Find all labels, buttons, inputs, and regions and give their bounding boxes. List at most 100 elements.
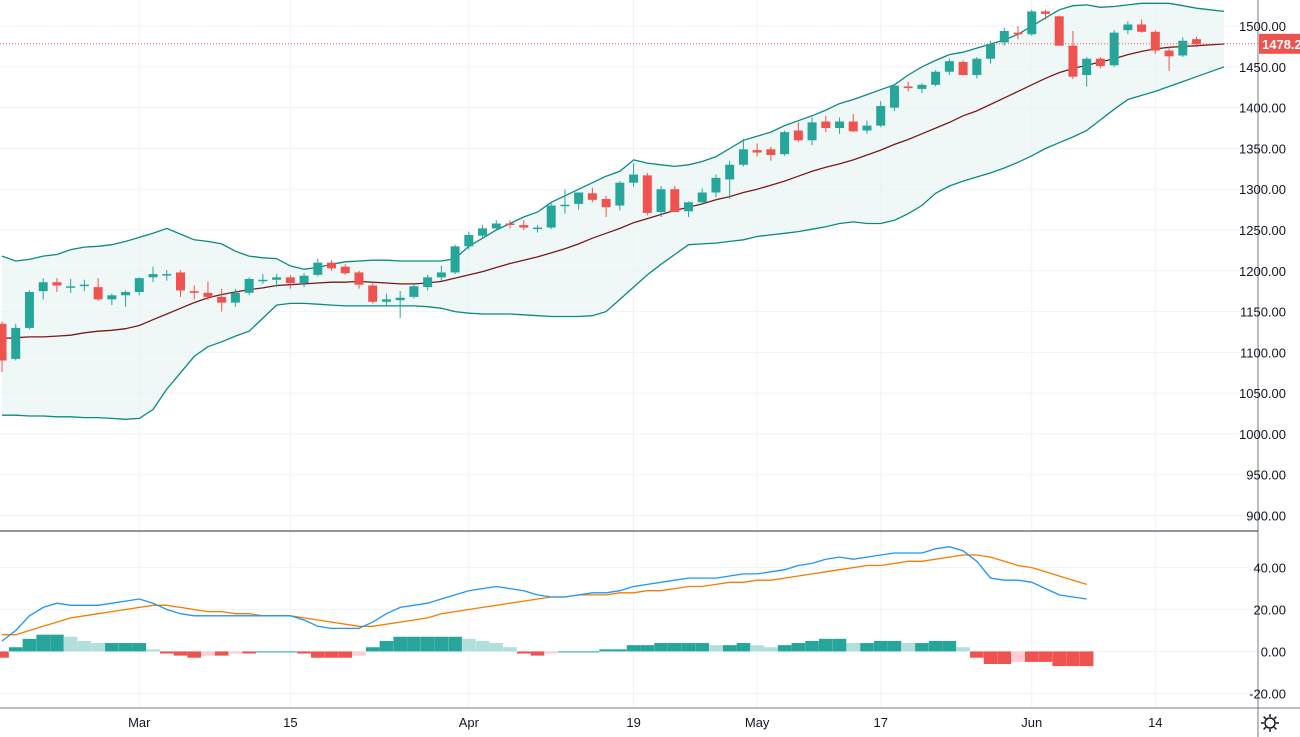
- candle-body: [0, 323, 7, 361]
- macd-histogram-bar: [434, 636, 449, 652]
- last-price-badge: 1478.29: [1259, 33, 1300, 54]
- candle-body: [464, 234, 474, 247]
- candle-body: [491, 223, 501, 229]
- macd-histogram-bar: [530, 651, 545, 656]
- candle-body: [1109, 32, 1119, 66]
- bollinger-bands: [1, 2, 1225, 420]
- candle-body: [395, 297, 405, 301]
- macd-histogram-bar: [1038, 651, 1053, 662]
- candle-body: [66, 286, 76, 288]
- macd-panel: [0, 546, 1094, 667]
- indicator-tick-label: 40.00: [1253, 561, 1286, 576]
- indicator-tick-label: 20.00: [1253, 603, 1286, 618]
- candle-body: [931, 71, 941, 85]
- macd-histogram-bar: [681, 643, 696, 652]
- bollinger-lower-line: [2, 66, 1225, 420]
- candle-body: [313, 262, 323, 275]
- candle-body: [381, 299, 391, 302]
- candle-body: [203, 292, 213, 297]
- macd-histogram-bar: [187, 651, 202, 658]
- time-axis[interactable]: Mar 15 Apr 19 May 17 Jun 14: [128, 715, 1162, 730]
- candle-body: [1150, 31, 1160, 51]
- macd-histogram-bar: [791, 643, 806, 652]
- macd-histogram-bar: [1011, 651, 1025, 662]
- macd-histogram-bar: [462, 638, 476, 652]
- macd-histogram-bar: [489, 643, 504, 652]
- candle-body: [986, 44, 996, 59]
- macd-histogram-bar: [338, 651, 353, 658]
- candle-body: [24, 292, 34, 328]
- candle-body: [285, 277, 295, 284]
- candle-body: [258, 279, 268, 282]
- candle-body: [1040, 11, 1050, 14]
- macd-histogram-bar: [915, 643, 929, 652]
- candle-body: [272, 277, 282, 280]
- time-tick-label: 17: [873, 715, 887, 730]
- time-tick-label: 14: [1148, 715, 1162, 730]
- last-price-badge-bg: [1259, 33, 1300, 54]
- macd-histogram-bar: [516, 651, 531, 654]
- price-tick-label: 1400.00: [1239, 101, 1286, 116]
- indicator-tick-label: -20.00: [1249, 686, 1286, 701]
- macd-histogram-bar: [901, 643, 915, 652]
- candle-body: [299, 275, 309, 284]
- macd-histogram-bar: [626, 645, 641, 652]
- macd-histogram-bar: [475, 640, 490, 652]
- candle-body: [560, 204, 570, 207]
- candle-body: [546, 205, 556, 228]
- candle-body: [162, 274, 172, 276]
- macd-histogram-bar: [942, 640, 957, 652]
- macd-histogram-bar: [201, 651, 215, 656]
- price-tick-label: 1500.00: [1239, 19, 1286, 34]
- macd-histogram-bar: [846, 643, 861, 652]
- macd-histogram-bar: [832, 638, 847, 652]
- price-tick-label: 1050.00: [1239, 386, 1286, 401]
- candle-body: [532, 227, 542, 230]
- macd-histogram-bar: [654, 643, 668, 652]
- macd-histogram-bar: [22, 638, 37, 652]
- candle-body: [134, 278, 144, 293]
- price-tick-label: 1000.00: [1239, 427, 1286, 442]
- macd-histogram-bar: [764, 647, 778, 652]
- macd-histogram-bar: [1052, 651, 1067, 667]
- candle-body: [889, 85, 899, 108]
- macd-histogram-bar: [1079, 651, 1094, 667]
- candle-body: [519, 225, 529, 228]
- macd-histogram-bar: [228, 651, 243, 654]
- candle-body: [587, 193, 597, 200]
- candle-body: [327, 262, 337, 269]
- macd-histogram-bar: [640, 645, 655, 652]
- candle-body: [175, 272, 185, 291]
- candle-body: [958, 61, 968, 76]
- macd-histogram-bar: [173, 651, 188, 656]
- settings-gear-icon[interactable]: [1261, 714, 1279, 732]
- candle-body: [684, 202, 693, 212]
- price-axis[interactable]: 1500.00 1450.00 1400.00 1350.00 1300.00 1250.…: [1239, 19, 1286, 523]
- macd-histogram-bar: [407, 636, 421, 652]
- candle-body: [752, 150, 762, 153]
- candle-body: [917, 84, 927, 89]
- macd-histogram-bar: [1066, 651, 1080, 667]
- indicator-axis[interactable]: 40.00 20.00 0.00 -20.00: [1249, 561, 1286, 702]
- candle-body: [217, 296, 227, 303]
- candle-body: [1082, 58, 1092, 76]
- candle-body: [615, 182, 625, 206]
- macd-histogram-bar: [997, 651, 1012, 664]
- candle-body: [574, 192, 584, 204]
- indicator-tick-label: 0.00: [1261, 644, 1286, 659]
- candle-body: [944, 61, 954, 72]
- candle-body: [629, 174, 639, 183]
- macd-histogram-bar: [819, 638, 833, 652]
- candle-body: [807, 122, 817, 141]
- macd-histogram-bar: [297, 651, 311, 654]
- macd-histogram-bar: [667, 643, 682, 652]
- macd-histogram-bar: [503, 647, 517, 652]
- candle-body: [1123, 24, 1133, 31]
- candle-body: [1178, 40, 1188, 56]
- macd-histogram-bar: [256, 651, 270, 653]
- candle-body: [189, 291, 199, 293]
- time-tick-label: Mar: [128, 715, 151, 730]
- macd-histogram-bar: [8, 647, 23, 652]
- macd-histogram-bar: [146, 649, 160, 652]
